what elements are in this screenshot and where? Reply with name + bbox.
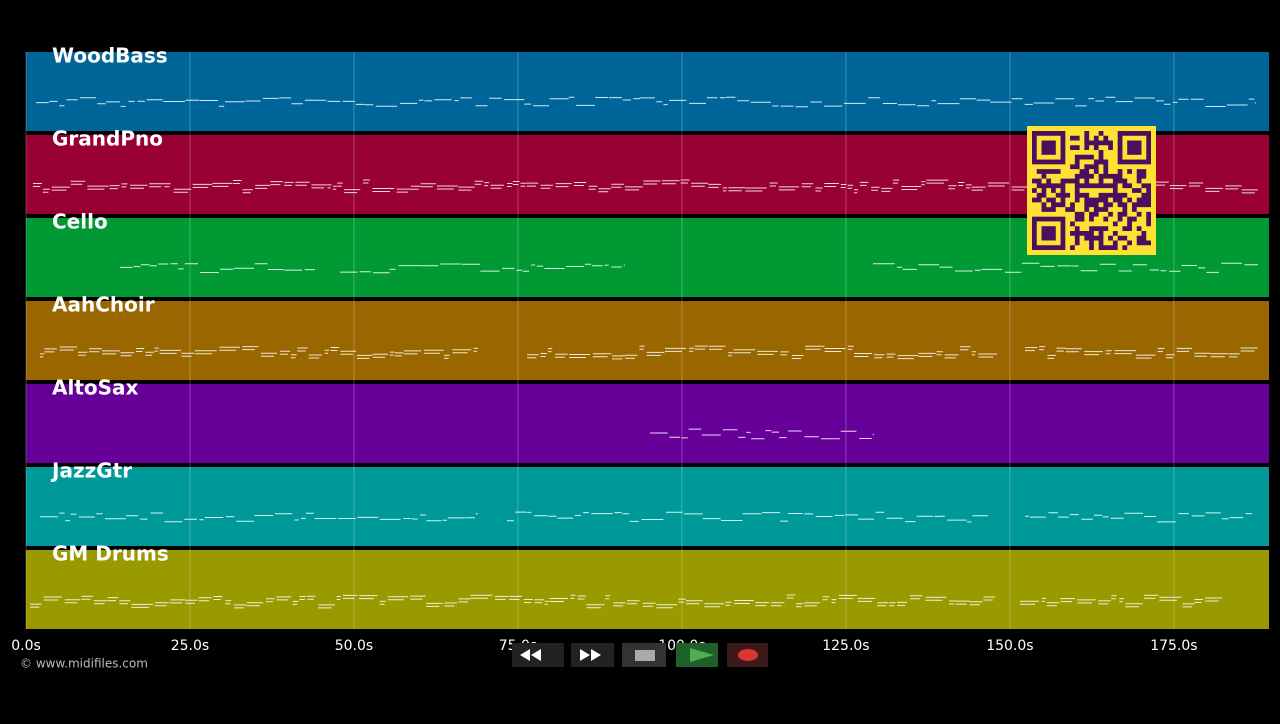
stop-icon [635,650,655,661]
note-pattern [40,512,478,523]
record-icon [738,649,758,661]
track-lane [26,52,1269,131]
rewind-icon [520,649,541,661]
track-name: JazzGtr [50,459,132,483]
note-pattern [1025,346,1258,359]
forward-icon [580,649,601,661]
qr-finder [1041,140,1056,155]
track-lane [26,467,1269,546]
x-tick-label: 125.0s [822,638,869,654]
footer: © www.midifiles.com [20,657,148,671]
note-pattern [873,262,1258,273]
x-tick-label: 25.0s [171,638,209,654]
track-names: WoodBass GrandPno Cello AahChoir AltoSax Jazz… [50,44,169,566]
qr-finder [1127,140,1142,155]
track-name: WoodBass [52,44,168,68]
grid [25,52,1175,629]
x-tick-label: 175.0s [1150,638,1197,654]
track-name: GrandPno [52,127,163,151]
track-lane [26,301,1269,380]
track-name: Cello [52,210,108,234]
note-pattern [120,263,315,273]
transport [512,643,768,667]
track-lane [26,550,1269,629]
note-pattern [527,345,997,360]
qr-code [1027,126,1156,255]
qr-modules [1032,131,1151,250]
track-name: AahChoir [52,293,155,317]
note-pattern [36,96,1256,108]
qr-finder [1041,226,1056,241]
note-pattern [1025,512,1252,523]
track-name: GM Drums [52,542,169,566]
note-pattern [650,428,874,440]
note-pattern [40,346,478,359]
track-name: AltoSax [52,376,139,400]
track-lane [26,384,1269,463]
x-tick-label: 50.0s [335,638,373,654]
note-pattern [507,511,988,523]
note-pattern [340,263,625,274]
note-pattern [1020,594,1222,608]
play-icon [690,648,714,662]
x-tick-label: 0.0s [11,638,41,654]
x-tick-label: 150.0s [986,638,1033,654]
note-pattern [30,594,995,609]
